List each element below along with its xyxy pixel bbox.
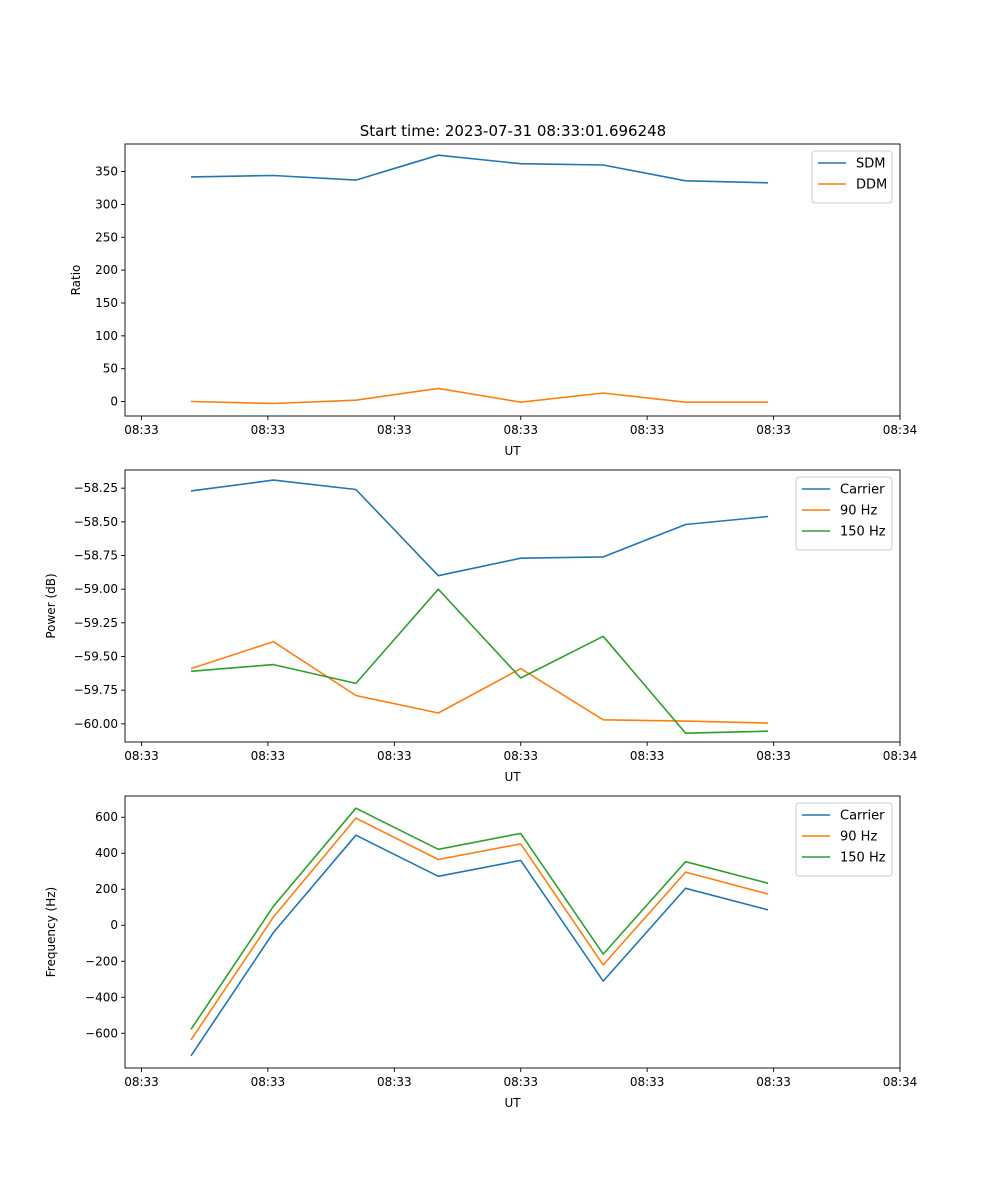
series-line-sdm <box>190 154 769 184</box>
legend-label: Carrier <box>840 483 885 498</box>
legend: SDM DDM <box>811 150 893 204</box>
y-axis-label: Ratio <box>69 265 83 296</box>
legend-label: 90 Hz <box>840 504 877 519</box>
y-tick-label: −400 <box>85 990 118 1004</box>
x-tick-label: 08:33 <box>756 749 791 763</box>
series-line-ddm <box>190 387 769 405</box>
legend-label: 150 Hz <box>840 525 886 540</box>
x-tick-label: 08:33 <box>503 749 538 763</box>
x-tick-label: 08:33 <box>503 423 538 437</box>
axes-frame <box>124 469 901 743</box>
x-tick-label: 08:33 <box>630 1075 665 1089</box>
x-tick-label: 08:33 <box>756 423 791 437</box>
y-tick-label: 0 <box>110 395 118 409</box>
series-line-carrier <box>190 834 769 1057</box>
y-tick-label: 0 <box>110 918 118 932</box>
legend-label: 150 Hz <box>840 851 886 866</box>
x-tick-label: 08:34 <box>883 423 918 437</box>
y-tick-label: −58.25 <box>74 481 118 495</box>
x-tick-label: 08:33 <box>756 1075 791 1089</box>
legend-label: Carrier <box>840 809 885 824</box>
y-tick-label: −58.50 <box>74 515 118 529</box>
x-tick-label: 08:33 <box>503 1075 538 1089</box>
x-tick-label: 08:34 <box>883 749 918 763</box>
x-axis-label: UT <box>504 770 521 784</box>
legend-label: DDM <box>856 178 887 193</box>
axes-frame <box>124 795 901 1069</box>
y-tick-label: −200 <box>85 954 118 968</box>
y-tick-label: −58.75 <box>74 549 118 563</box>
y-tick-label: −600 <box>85 1026 118 1040</box>
y-tick-label: 200 <box>95 263 118 277</box>
x-axis-label: UT <box>504 444 521 458</box>
y-axis-label: Frequency (Hz) <box>44 887 58 978</box>
y-tick-label: 300 <box>95 197 118 211</box>
series-line-90-hz <box>190 640 769 724</box>
legend: Carrier 90 Hz 150 Hz <box>795 802 893 877</box>
y-tick-label: 150 <box>95 296 118 310</box>
x-tick-label: 08:33 <box>377 749 412 763</box>
series-line-150-hz <box>190 588 769 735</box>
legend-label: 90 Hz <box>840 830 877 845</box>
y-tick-label: 250 <box>95 230 118 244</box>
y-tick-label: −59.00 <box>74 582 118 596</box>
x-tick-label: 08:33 <box>630 749 665 763</box>
subplot-3: 08:33 08:33 08:33 08:33 08:33 08:33 08:34 −600 −… <box>44 795 918 1110</box>
x-tick-label: 08:33 <box>251 1075 286 1089</box>
plots: 08:33 08:33 08:33 08:33 08:33 08:33 08:34 0 50 10… <box>44 143 918 1110</box>
y-tick-label: −59.75 <box>74 683 118 697</box>
legend: Carrier 90 Hz 150 Hz <box>795 476 893 551</box>
y-tick-label: −60.00 <box>74 717 118 731</box>
y-tick-label: −59.25 <box>74 616 118 630</box>
x-tick-label: 08:33 <box>251 423 286 437</box>
y-tick-label: 50 <box>103 362 118 376</box>
subplot-2: 08:33 08:33 08:33 08:33 08:33 08:33 08:34 −60.0… <box>44 469 918 784</box>
x-tick-label: 08:33 <box>124 423 159 437</box>
figure-title: Start time: 2023-07-31 08:33:01.696248 <box>360 122 666 140</box>
x-tick-label: 08:33 <box>124 749 159 763</box>
series-line-carrier <box>190 479 769 577</box>
y-tick-label: 400 <box>95 846 118 860</box>
x-tick-label: 08:33 <box>630 423 665 437</box>
axes-frame <box>124 143 901 417</box>
series-line-90-hz <box>190 817 769 1041</box>
y-tick-label: −59.50 <box>74 649 118 663</box>
x-tick-label: 08:33 <box>377 423 412 437</box>
x-tick-label: 08:34 <box>883 1075 918 1089</box>
y-tick-label: 200 <box>95 882 118 896</box>
y-tick-label: 100 <box>95 329 118 343</box>
x-axis-label: UT <box>504 1096 521 1110</box>
x-tick-label: 08:33 <box>251 749 286 763</box>
legend-label: SDM <box>856 157 885 172</box>
y-axis-label: Power (dB) <box>44 573 58 638</box>
subplot-1: 08:33 08:33 08:33 08:33 08:33 08:33 08:34 0 50 10… <box>69 143 918 458</box>
x-tick-label: 08:33 <box>124 1075 159 1089</box>
legend-box <box>811 150 893 204</box>
y-tick-label: 600 <box>95 810 118 824</box>
x-tick-label: 08:33 <box>377 1075 412 1089</box>
series-line-150-hz <box>190 807 769 1030</box>
y-tick-label: 350 <box>95 165 118 179</box>
